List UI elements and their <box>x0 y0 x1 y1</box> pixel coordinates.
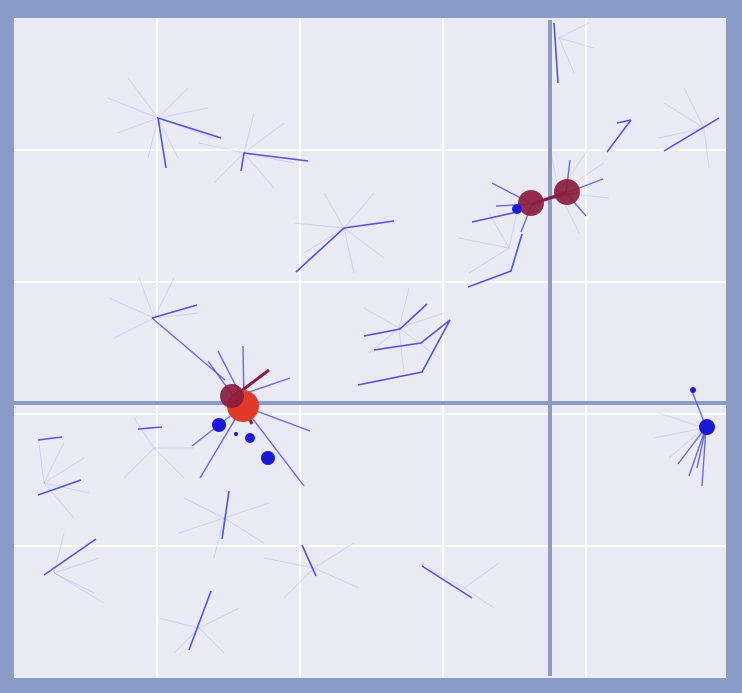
maroon-ball[interactable] <box>554 179 580 205</box>
blue-agent-dot[interactable] <box>699 419 715 435</box>
blue-agent-dot[interactable] <box>512 204 522 214</box>
blue-agent-dot[interactable] <box>261 451 275 465</box>
blue-agent-dot[interactable] <box>690 387 696 393</box>
blue-agent-dot[interactable] <box>234 432 238 436</box>
game-arena[interactable] <box>14 18 726 678</box>
blue-agent-dot[interactable] <box>212 418 226 432</box>
agent-trails <box>37 22 720 651</box>
arena-canvas <box>14 18 726 678</box>
faint-traces <box>38 22 710 654</box>
blue-agent-dot[interactable] <box>245 433 255 443</box>
maroon-ball[interactable] <box>518 190 544 216</box>
grid <box>14 18 726 678</box>
maroon-ball[interactable] <box>220 384 244 408</box>
